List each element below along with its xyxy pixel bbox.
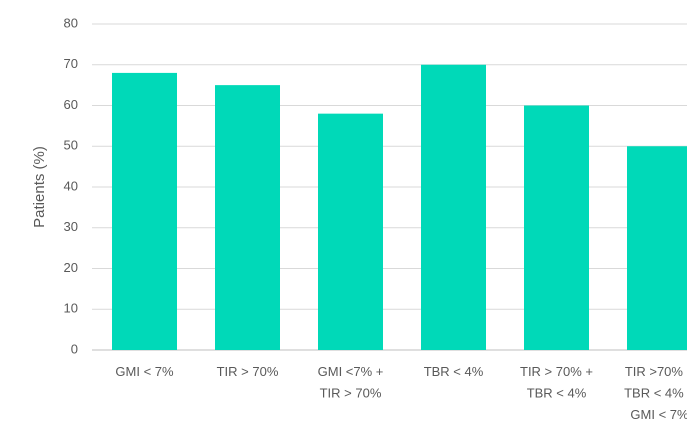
x-tick-label: TIR > 70% + TBR < 4% <box>520 364 593 401</box>
y-tick-label: 40 <box>64 178 78 193</box>
x-tick-label: TBR < 4% <box>424 364 484 379</box>
y-tick-label: 70 <box>64 56 78 71</box>
bar <box>112 72 177 351</box>
y-tick-label: 60 <box>64 97 78 112</box>
y-tick-label: 80 <box>64 15 78 30</box>
y-tick-label: 20 <box>64 260 78 275</box>
bar <box>421 64 486 350</box>
x-tick-label: GMI <7% + TIR > 70% <box>318 364 384 401</box>
bar <box>627 146 687 350</box>
y-tick-label: 0 <box>71 341 78 356</box>
bar <box>524 105 589 350</box>
y-tick-label: 50 <box>64 138 78 153</box>
x-tick-label: TIR > 70% <box>217 364 279 379</box>
x-tick-label: TIR >70% +TBR < 4% +GMI < 7% <box>624 364 687 422</box>
y-tick-label: 30 <box>64 219 78 234</box>
y-axis-label: Patients (%) <box>31 146 48 228</box>
y-tick-label: 10 <box>64 301 78 316</box>
x-tick-label: GMI < 7% <box>115 364 174 379</box>
bar <box>318 113 383 351</box>
bar <box>215 85 280 350</box>
